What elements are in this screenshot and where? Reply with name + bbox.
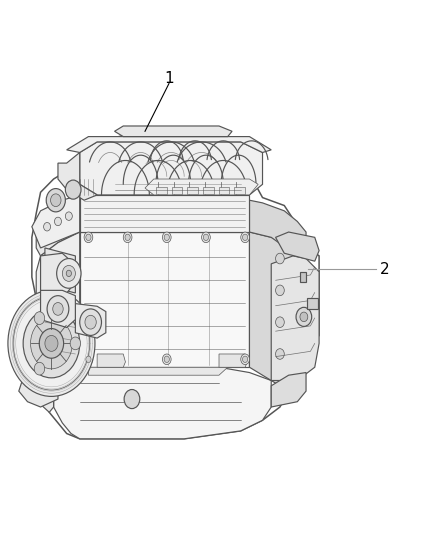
Circle shape xyxy=(47,296,69,322)
Circle shape xyxy=(13,297,90,390)
Circle shape xyxy=(276,285,284,296)
Circle shape xyxy=(66,270,71,277)
Polygon shape xyxy=(97,354,125,367)
Circle shape xyxy=(124,390,140,409)
Polygon shape xyxy=(271,373,306,407)
Circle shape xyxy=(276,349,284,359)
Polygon shape xyxy=(250,232,297,391)
Circle shape xyxy=(85,316,96,329)
Circle shape xyxy=(276,317,284,327)
Circle shape xyxy=(53,303,63,316)
Polygon shape xyxy=(80,232,250,367)
Circle shape xyxy=(31,318,72,369)
Bar xyxy=(187,188,198,194)
Circle shape xyxy=(86,234,91,240)
Circle shape xyxy=(276,253,284,264)
Circle shape xyxy=(50,194,61,207)
Polygon shape xyxy=(36,232,80,343)
Bar xyxy=(234,188,245,194)
Polygon shape xyxy=(307,298,318,309)
Polygon shape xyxy=(45,248,75,293)
Bar xyxy=(203,188,214,194)
Circle shape xyxy=(45,335,58,351)
Polygon shape xyxy=(219,354,247,367)
Polygon shape xyxy=(271,256,319,381)
Circle shape xyxy=(70,337,81,350)
Circle shape xyxy=(57,259,81,288)
Circle shape xyxy=(80,309,102,335)
Bar xyxy=(156,188,167,194)
Polygon shape xyxy=(67,136,271,152)
Circle shape xyxy=(62,265,75,281)
Polygon shape xyxy=(80,195,250,232)
Circle shape xyxy=(34,362,45,375)
Polygon shape xyxy=(276,232,319,261)
Circle shape xyxy=(84,232,93,243)
Circle shape xyxy=(46,189,65,212)
Circle shape xyxy=(162,232,171,243)
Circle shape xyxy=(65,180,81,199)
Circle shape xyxy=(203,234,208,240)
Polygon shape xyxy=(53,367,271,439)
Polygon shape xyxy=(41,232,80,391)
Polygon shape xyxy=(41,290,75,327)
Circle shape xyxy=(84,354,93,365)
Polygon shape xyxy=(80,142,262,195)
Circle shape xyxy=(8,290,95,397)
Polygon shape xyxy=(58,152,97,200)
Circle shape xyxy=(164,356,170,362)
Polygon shape xyxy=(19,367,58,407)
Polygon shape xyxy=(250,200,306,256)
Text: 1: 1 xyxy=(164,71,174,86)
Polygon shape xyxy=(115,126,232,136)
Bar xyxy=(219,188,230,194)
Polygon shape xyxy=(75,304,106,338)
Polygon shape xyxy=(28,131,319,439)
Polygon shape xyxy=(300,272,306,282)
Polygon shape xyxy=(41,367,62,413)
Polygon shape xyxy=(32,195,80,248)
Circle shape xyxy=(162,354,171,365)
Circle shape xyxy=(296,308,312,326)
Circle shape xyxy=(300,312,308,321)
Circle shape xyxy=(243,234,248,240)
Bar xyxy=(172,188,183,194)
Circle shape xyxy=(54,217,61,225)
Polygon shape xyxy=(36,195,80,256)
Polygon shape xyxy=(145,179,258,195)
Circle shape xyxy=(241,354,250,365)
Circle shape xyxy=(241,232,250,243)
Circle shape xyxy=(34,312,45,325)
Circle shape xyxy=(123,232,132,243)
Circle shape xyxy=(39,328,64,358)
Circle shape xyxy=(65,212,72,220)
Circle shape xyxy=(164,234,170,240)
Polygon shape xyxy=(41,317,80,367)
Circle shape xyxy=(243,356,248,362)
Polygon shape xyxy=(41,253,71,298)
Circle shape xyxy=(86,356,91,362)
Polygon shape xyxy=(88,367,228,375)
Text: 2: 2 xyxy=(380,262,389,277)
Circle shape xyxy=(23,309,80,378)
Circle shape xyxy=(44,222,50,231)
Circle shape xyxy=(125,234,130,240)
Circle shape xyxy=(201,232,210,243)
